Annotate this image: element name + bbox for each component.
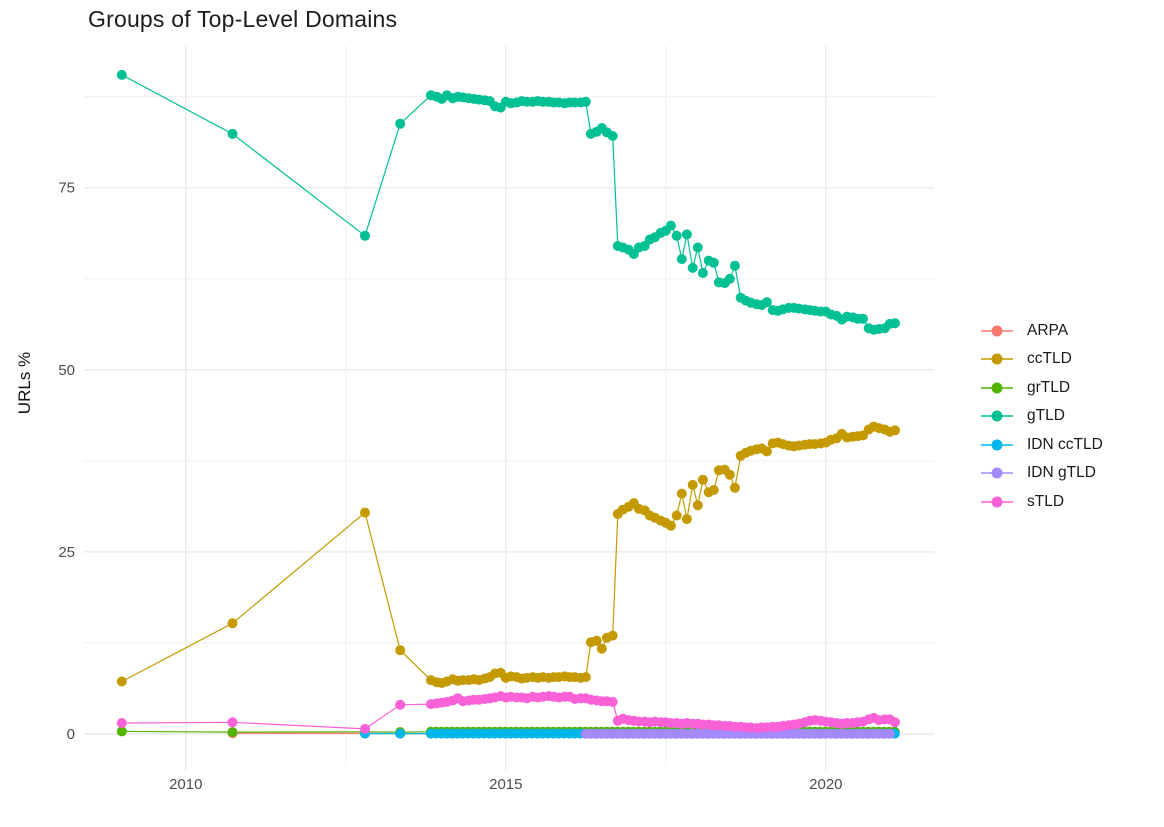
legend-key-icon [981,438,1013,452]
data-point-sTLD [360,723,370,734]
legend-item-label: grTLD [1027,378,1071,396]
legend-item-sTLD: sTLD [981,491,1103,512]
legend-item-ARPA: ARPA [981,320,1103,341]
legend-key-dot [991,382,1003,393]
x-tick-label: 2015 [489,776,522,793]
legend-key-dot [991,467,1003,479]
data-point-ccTLD [395,645,406,656]
data-point-ccTLD [687,479,698,490]
data-point-gTLD [697,268,708,278]
legend-item-label: IDN ccTLD [1027,435,1103,453]
data-point-gTLD [676,254,687,265]
data-point-gTLD [708,257,719,268]
legend-item-label: IDN gTLD [1027,464,1096,481]
data-point-ccTLD [671,510,682,521]
data-point-IDN-ccTLD [395,728,406,739]
data-point-grTLD [116,726,127,737]
data-point-gTLD [729,260,740,271]
legend-key-dot [991,410,1003,422]
y-tick-label: 75 [58,180,75,197]
y-tick-label: 50 [58,362,75,379]
data-point-gTLD [665,220,676,231]
legend-key-icon [981,495,1013,509]
data-point-gTLD [890,318,900,329]
legend-item-ccTLD: ccTLD [981,349,1103,370]
series-line-gTLD [121,74,896,331]
data-point-ccTLD [692,500,703,511]
data-point-sTLD [607,696,618,707]
data-point-gTLD [858,313,868,324]
legend-item-IDN-gTLD: IDN gTLD [981,463,1103,484]
legend-item-label: ccTLD [1027,350,1072,367]
legend-key-icon [981,466,1013,480]
data-point-ccTLD [708,485,719,495]
data-point-ccTLD [596,643,607,654]
data-point-ccTLD [676,488,687,499]
data-point-sTLD [395,699,406,710]
legend-item-grTLD: grTLD [981,377,1103,398]
data-point-ccTLD [681,514,692,525]
legend-item-label: ARPA [1027,321,1069,339]
data-point-sTLD [227,717,238,728]
data-point-ccTLD [890,425,900,436]
series-line-ccTLD [121,425,896,684]
data-point-sTLD [116,718,127,728]
y-tick-label: 0 [67,726,75,743]
data-point-gTLD [116,69,127,80]
data-point-ccTLD [761,446,772,457]
data-point-gTLD [227,128,238,139]
data-point-ccTLD [665,520,676,531]
data-point-ccTLD [227,618,238,629]
data-point-gTLD [395,118,406,129]
legend-item-label: gTLD [1027,407,1065,424]
data-point-gTLD [724,273,735,284]
data-point-ccTLD [360,507,370,518]
x-tick-label: 2010 [169,776,202,793]
data-point-ccTLD [607,630,618,641]
data-point-gTLD [681,229,692,240]
legend: ARPA ccTLD grTLD gTLD IDN ccTLD IDN gTLD sTLD [981,320,1103,512]
data-point-ccTLD [697,474,708,485]
legend-item-label: sTLD [1027,492,1065,510]
data-point-ccTLD [116,676,127,687]
data-point-ccTLD [591,635,602,646]
legend-key-dot [991,325,1003,336]
data-point-gTLD [692,242,703,253]
data-point-gTLD [761,297,772,308]
legend-key-icon [981,352,1013,366]
data-point-IDN-gTLD [884,728,895,739]
data-point-ccTLD [729,482,740,493]
chart-title: Groups of Top-Level Domains [88,6,398,32]
data-point-grTLD [227,727,238,738]
legend-key-dot [991,439,1003,450]
data-point-gTLD [360,230,370,241]
legend-key-icon [981,409,1013,423]
legend-key-dot [991,353,1003,365]
data-point-gTLD [580,96,591,107]
data-point-sTLD [890,717,900,728]
legend-item-IDN-ccTLD: IDN ccTLD [981,434,1103,455]
y-tick-label: 25 [58,544,75,561]
data-point-gTLD [671,230,682,241]
data-point-ccTLD [580,672,591,683]
data-point-gTLD [607,131,618,141]
data-point-ccTLD [724,469,735,480]
legend-item-gTLD: gTLD [981,406,1103,427]
legend-key-dot [991,496,1003,507]
x-tick-label: 2020 [809,776,842,793]
legend-key-icon [981,381,1013,395]
data-point-gTLD [687,262,698,273]
legend-key-icon [981,324,1013,338]
